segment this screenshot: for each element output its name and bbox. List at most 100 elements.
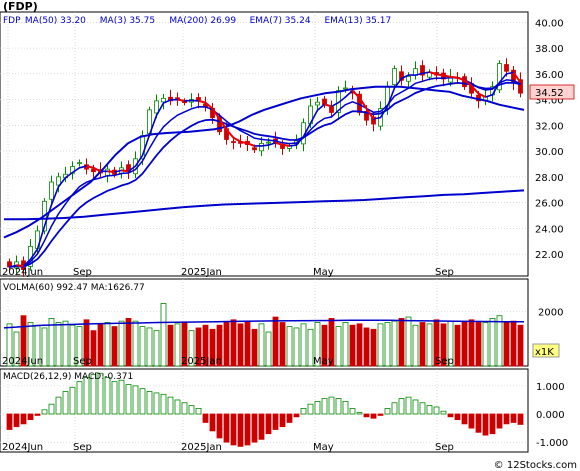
volume-ma-line — [3, 319, 525, 329]
volume-bar — [370, 328, 377, 367]
macd-bar — [34, 413, 41, 416]
volume-bar — [195, 327, 202, 367]
ma3-down-segment — [121, 169, 129, 173]
macd-bar — [202, 413, 209, 423]
macd-bar — [258, 413, 265, 440]
volume-bar — [132, 320, 139, 367]
macd-legend-text: MACD(26,12,9) MACD:-0.371 — [3, 372, 133, 382]
ma3-down-segment — [86, 165, 94, 169]
macd-bar — [13, 413, 20, 428]
volume-marks — [3, 303, 525, 367]
macd-bar — [363, 413, 370, 418]
macd-bar — [482, 413, 489, 436]
ma3-down-segment — [365, 108, 375, 120]
volume-bar — [6, 323, 13, 367]
macd-bar — [230, 413, 237, 446]
volume-bar — [160, 303, 167, 367]
macd-bar — [307, 403, 314, 415]
ma3-down-segment — [478, 92, 486, 98]
x-tick-label: May — [313, 356, 334, 367]
ma3-down-segment — [240, 140, 248, 145]
macd-bar — [174, 399, 181, 415]
macd-bar — [6, 413, 13, 430]
volume-bar — [48, 318, 55, 367]
volume-bar — [167, 324, 174, 367]
volume-bar — [391, 320, 398, 367]
volume-bar — [328, 318, 335, 367]
volume-bar — [13, 331, 20, 367]
volume-tick-label: 2000 — [538, 308, 563, 319]
macd-bar — [468, 413, 475, 429]
x-tick-label: 2025Jan — [181, 442, 222, 453]
volume-bar — [314, 322, 321, 367]
macd-bar — [328, 396, 335, 415]
macd-bar — [349, 407, 356, 415]
ma3-down-segment — [247, 142, 255, 147]
macd-bar — [48, 403, 55, 415]
macd-bar — [237, 413, 244, 447]
macd-bar — [489, 413, 496, 435]
candle-body — [343, 87, 348, 90]
volume-bar — [111, 326, 118, 367]
candle-body — [399, 71, 404, 81]
x-tick-label: 2024Jun — [2, 267, 43, 278]
volume-bar — [27, 322, 34, 367]
volume-legend-text: VOLMA(60) 992.47 MA:1626.77 — [3, 283, 145, 293]
candle-body — [217, 116, 222, 133]
volume-bar — [405, 316, 412, 367]
x-tick-label: May — [313, 267, 334, 278]
macd-bar — [188, 405, 195, 415]
macd-bar — [76, 381, 83, 415]
macd-bar — [20, 413, 27, 425]
candle-body — [56, 176, 61, 186]
macd-bar — [139, 388, 146, 415]
macd-bar — [405, 396, 412, 415]
price-tick-label: 36.00 — [535, 70, 564, 81]
macd-bar — [90, 374, 97, 415]
ma200-line — [4, 189, 525, 221]
price-tick-label: 24.00 — [535, 224, 564, 235]
volume-bar — [363, 327, 370, 367]
ma3-down-segment — [233, 136, 241, 143]
volume-bar — [62, 320, 69, 367]
ma3-down-segment — [275, 141, 283, 146]
price-legend: FDP MA(50) 33.20 MA(3) 35.75 MA(200) 26.99 E… — [3, 16, 391, 26]
ma3-down-segment — [470, 85, 480, 95]
volume-bar — [510, 320, 517, 367]
macd-bar — [447, 413, 454, 418]
macd-bar — [510, 413, 517, 423]
volume-bar — [426, 323, 433, 367]
macd-bar — [104, 377, 111, 415]
candle-body — [364, 111, 369, 121]
volume-bar — [244, 320, 251, 367]
candle-body — [77, 162, 82, 165]
volume-bar — [440, 323, 447, 367]
candle-body — [259, 142, 264, 152]
volume-bar — [293, 327, 300, 367]
volume-bar — [209, 328, 216, 367]
price-tick-label: 38.00 — [535, 44, 564, 55]
volume-bar — [223, 322, 230, 367]
macd-bar — [433, 406, 440, 415]
candle-body — [371, 116, 376, 125]
macd-bar — [342, 400, 349, 415]
x-tick-label: Sep — [435, 267, 454, 278]
macd-bar — [517, 413, 524, 425]
ema7-line — [9, 77, 521, 268]
volume-bar — [307, 328, 314, 367]
ma3-down-segment — [436, 73, 444, 77]
volume-bar — [125, 318, 132, 367]
macd-bar — [426, 405, 433, 415]
volume-bar — [90, 330, 97, 367]
macd-bar — [377, 413, 384, 416]
volume-bar — [237, 323, 244, 367]
macd-bar — [62, 391, 69, 415]
macd-bar — [83, 377, 90, 415]
volume-bar — [517, 324, 524, 367]
macd-bar — [153, 392, 160, 415]
macd-bar — [132, 385, 139, 415]
ma3-down-segment — [463, 79, 473, 87]
price-tick-label: 28.00 — [535, 173, 564, 184]
x-tick-label: Sep — [73, 267, 92, 278]
